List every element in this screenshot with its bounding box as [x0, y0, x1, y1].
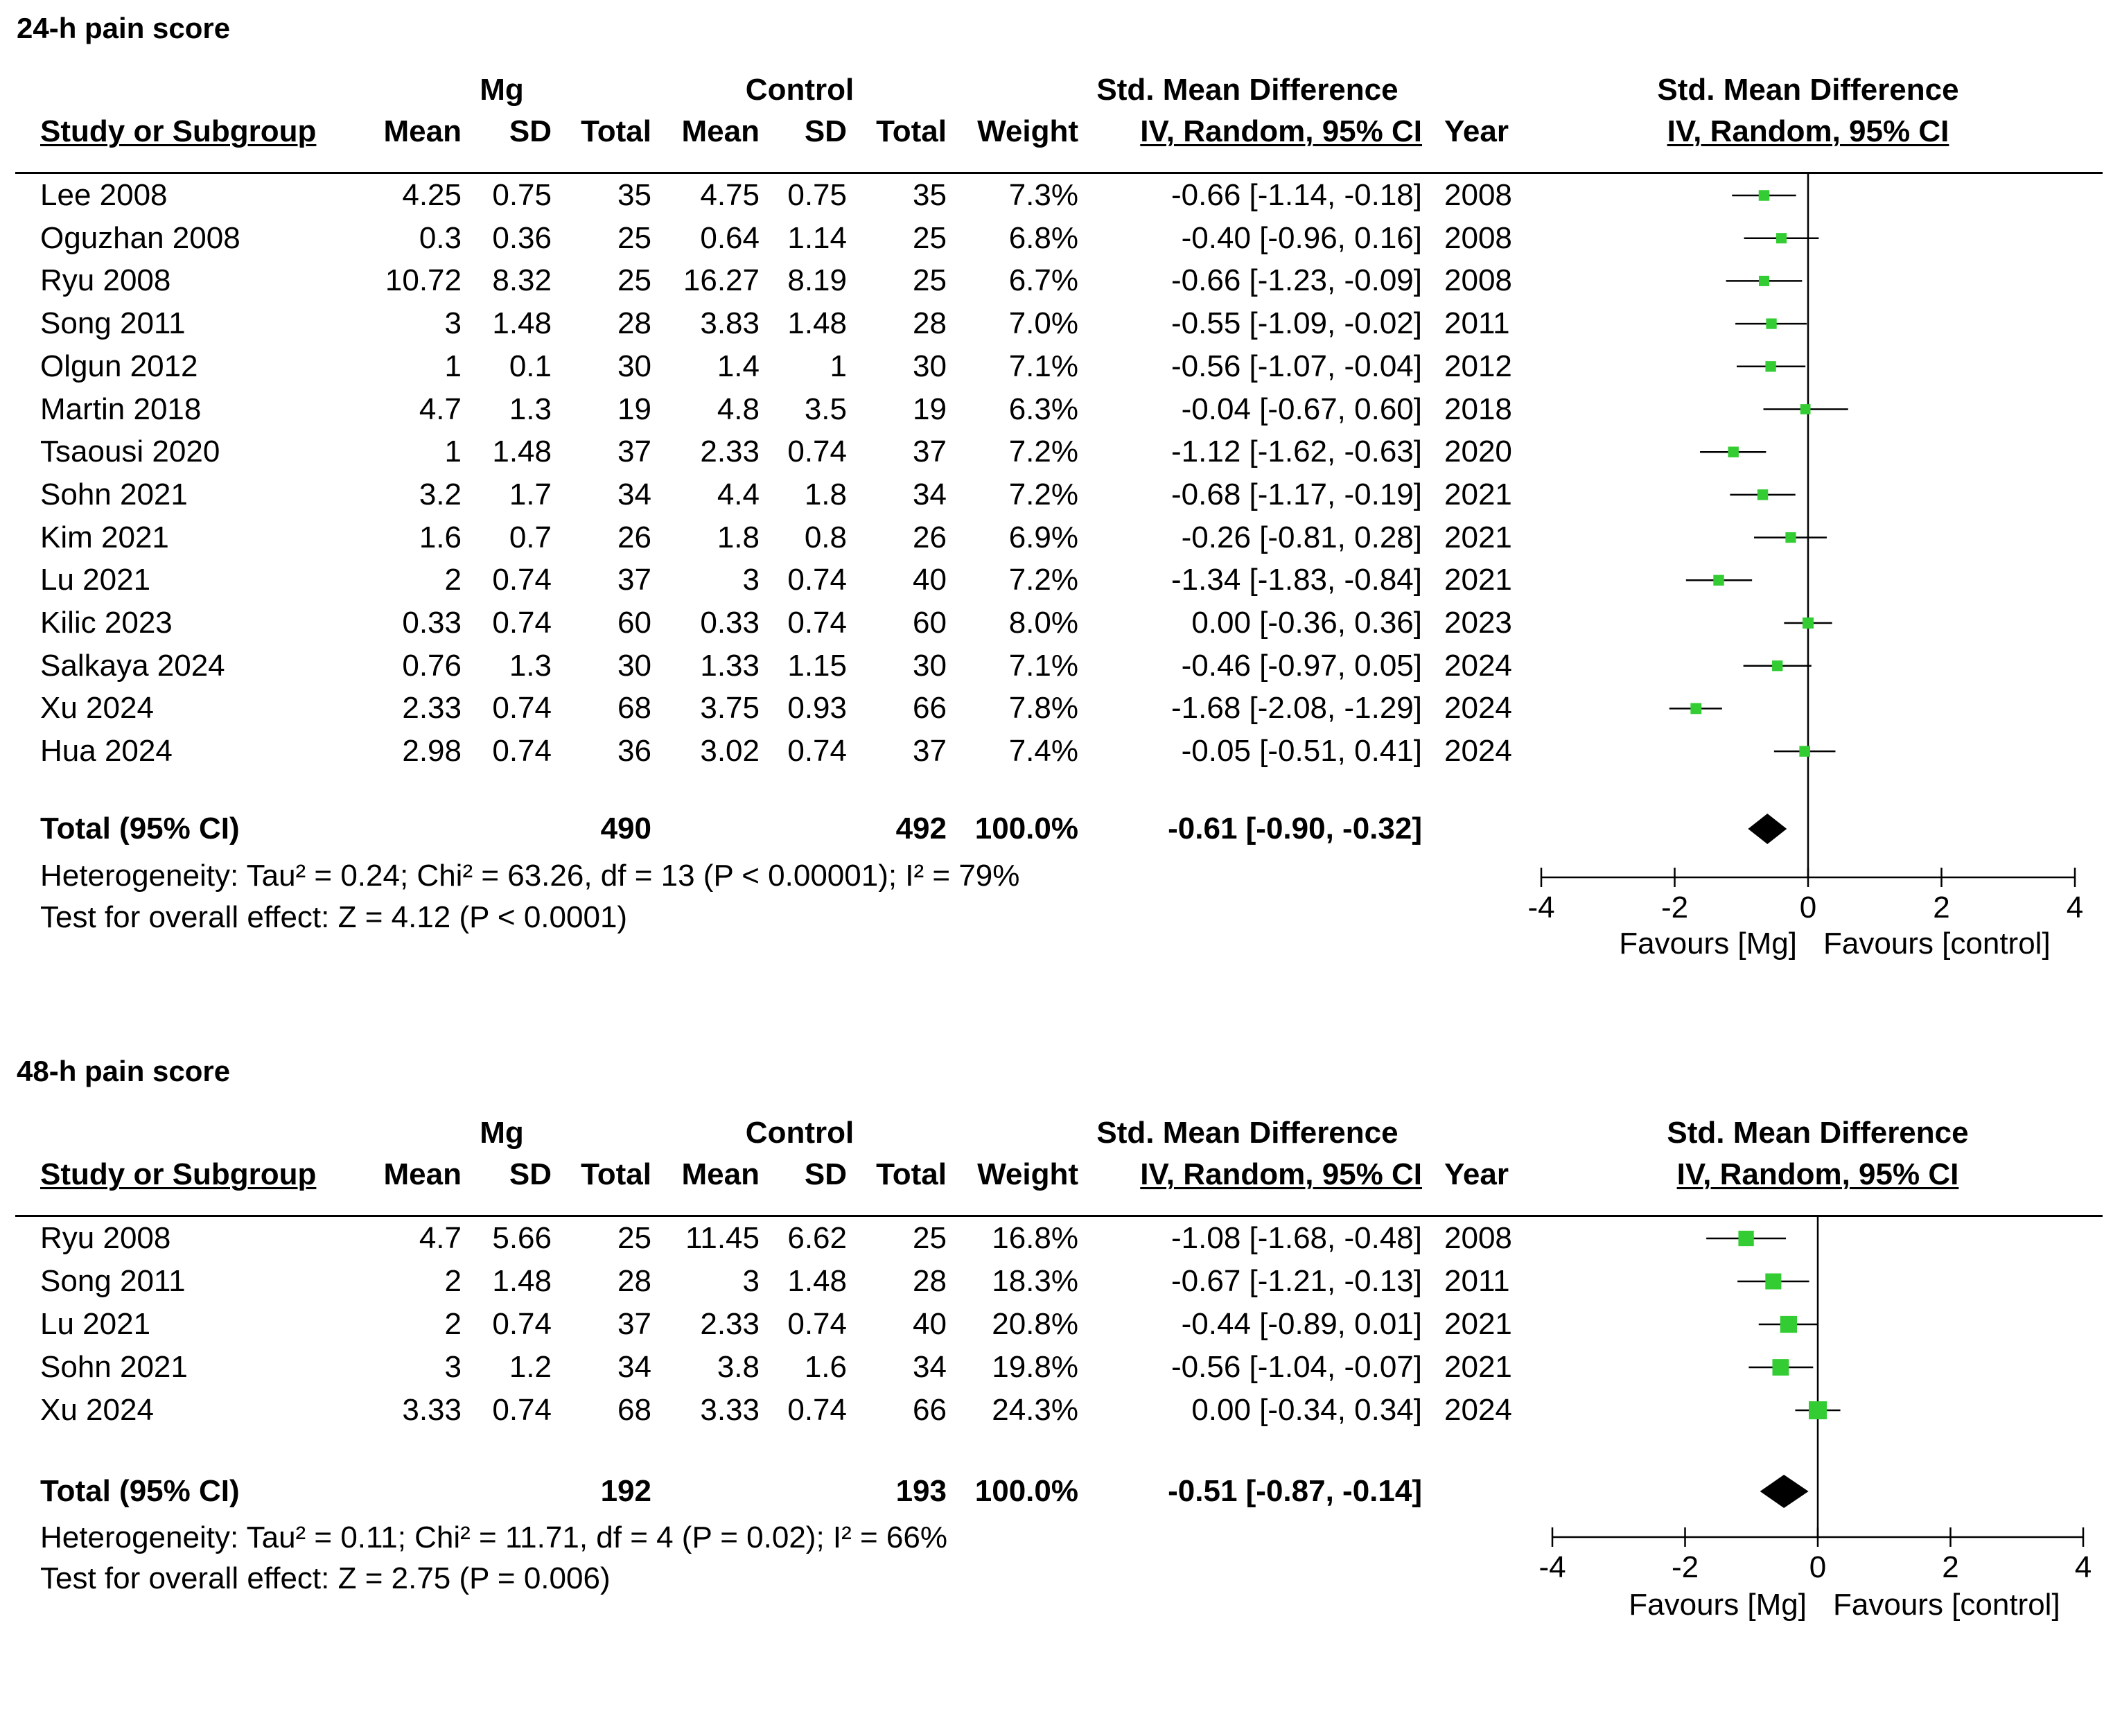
x-tick-label: 4	[1806, 1552, 2113, 1583]
cell-mg-mean: 2.98	[402, 736, 462, 766]
point-estimate	[1800, 404, 1811, 414]
cell-c-sd: 0.74	[787, 736, 847, 766]
cell-c-total: 66	[913, 693, 947, 724]
point-estimate	[1757, 489, 1768, 500]
total-weight: 100.0%	[975, 814, 1078, 844]
point-estimate	[1776, 233, 1787, 243]
forest-plot-svg	[0, 0, 2113, 693]
point-estimate	[1803, 617, 1814, 629]
point-estimate	[1690, 703, 1701, 714]
cell-mg-total: 68	[617, 693, 651, 724]
favours-right-label: Favours [control]	[1833, 1590, 2060, 1620]
cell-weight: 7.8%	[1009, 693, 1078, 724]
point-estimate	[1765, 1273, 1781, 1289]
total-ci: -0.61 [-0.90, -0.32]	[1168, 814, 1422, 844]
pooled-diamond	[1748, 814, 1787, 844]
cell-ci: -0.05 [-0.51, 0.41]	[1182, 736, 1422, 766]
favours-right-label: Favours [control]	[1823, 929, 2051, 959]
point-estimate	[1759, 190, 1769, 200]
point-estimate	[1728, 447, 1739, 457]
point-estimate	[1780, 1316, 1797, 1333]
cell-year: 2024	[1444, 693, 1512, 724]
cell-study: Xu 2024	[40, 693, 154, 724]
cell-study: Hua 2024	[40, 736, 173, 766]
point-estimate	[1738, 1231, 1753, 1246]
overall-effect-text: Test for overall effect: Z = 4.12 (P < 0…	[40, 902, 627, 933]
pooled-diamond	[1760, 1475, 1809, 1508]
point-estimate	[1765, 361, 1776, 371]
total-c-total: 492	[896, 814, 947, 844]
forest-plot-svg	[0, 1043, 2113, 1736]
cell-year: 2024	[1444, 736, 1512, 766]
total-label: Total (95% CI)	[40, 814, 240, 844]
cell-c-sd: 0.93	[787, 693, 847, 724]
cell-mg-sd: 0.74	[492, 736, 552, 766]
favours-left-label: Favours [Mg]	[1619, 929, 1797, 959]
cell-mg-mean: 2.33	[402, 693, 462, 724]
point-estimate	[1772, 660, 1782, 671]
cell-weight: 7.4%	[1009, 736, 1078, 766]
x-tick-label: 4	[1798, 893, 2113, 923]
point-estimate	[1766, 318, 1776, 328]
point-estimate	[1799, 746, 1810, 757]
cell-c-total: 37	[913, 736, 947, 766]
cell-c-mean: 3.75	[700, 693, 760, 724]
favours-left-label: Favours [Mg]	[1629, 1590, 1807, 1620]
cell-ci: -1.68 [-2.08, -1.29]	[1171, 693, 1422, 724]
total-mg-total: 490	[601, 814, 651, 844]
cell-c-mean: 3.02	[700, 736, 760, 766]
point-estimate	[1772, 1359, 1789, 1376]
point-estimate	[1759, 276, 1769, 286]
cell-mg-sd: 0.74	[492, 693, 552, 724]
point-estimate	[1785, 532, 1796, 543]
heterogeneity-text: Heterogeneity: Tau² = 0.24; Chi² = 63.26…	[40, 861, 1019, 891]
cell-mg-total: 36	[617, 736, 651, 766]
point-estimate	[1713, 575, 1724, 586]
point-estimate	[1809, 1401, 1827, 1419]
